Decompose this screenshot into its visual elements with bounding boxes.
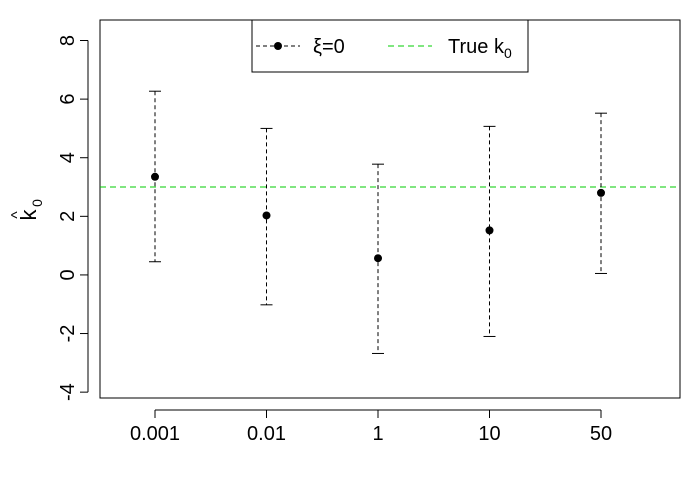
data-point [485, 226, 494, 235]
legend-ref-label-main: True k [448, 36, 505, 58]
y-tick-label: 6 [57, 94, 79, 105]
series-layer [149, 90, 607, 354]
y-axis-label-main: k [16, 209, 41, 221]
y-tick-label: 8 [57, 35, 79, 46]
x-tick-label: 1 [372, 423, 383, 445]
legend-series-label: ξ=0 [313, 36, 345, 58]
y-axis-label: k ^ 0 [9, 199, 45, 221]
x-tick-label: 50 [590, 423, 612, 445]
y-tick-label: -2 [57, 325, 79, 343]
y-tick-label: 0 [57, 269, 79, 280]
x-tick-label: 0.01 [247, 423, 286, 445]
x-axis: 0.001 0.01 1 10 50 [130, 409, 612, 445]
legend-series-marker [274, 42, 282, 50]
y-tick-label: 2 [57, 211, 79, 222]
data-point [262, 211, 271, 220]
legend: ξ=0 True k0 [251, 19, 529, 73]
plot-frame [99, 19, 681, 399]
y-tick-label: -4 [57, 383, 79, 401]
data-point [151, 172, 159, 181]
legend-ref-label: True k0 [448, 36, 512, 61]
x-tick-label: 10 [478, 423, 500, 445]
y-axis-label-hat: ^ [9, 211, 26, 219]
y-axis: -4 -2 0 2 4 6 8 [57, 35, 89, 401]
x-tick-label: 0.001 [130, 423, 180, 445]
y-tick-label: 4 [57, 152, 79, 163]
data-point [374, 254, 382, 263]
y-axis-label-sub: 0 [29, 199, 45, 207]
legend-ref-label-sub: 0 [504, 45, 512, 61]
data-point [597, 188, 605, 197]
